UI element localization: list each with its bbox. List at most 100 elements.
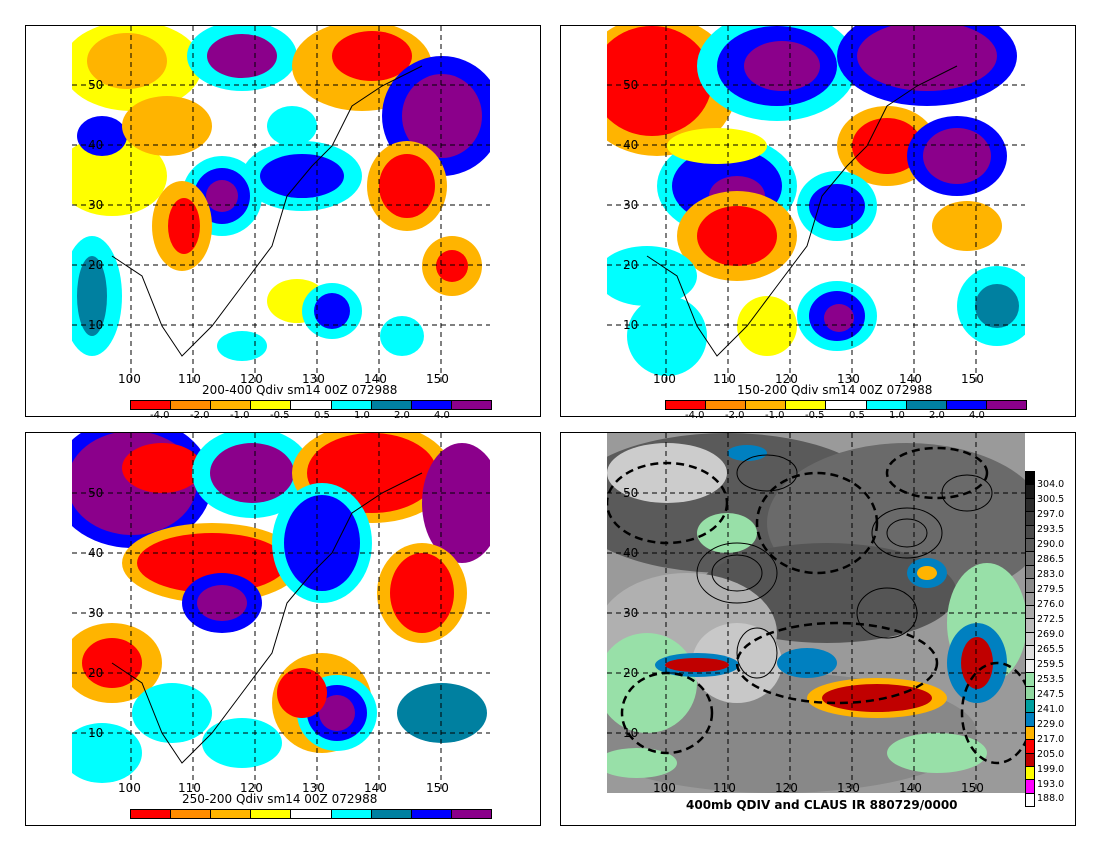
lat-label: 20	[88, 666, 104, 680]
colorbar	[665, 400, 1027, 410]
colorbar	[130, 400, 492, 410]
colorbar-tick: 0.5	[849, 410, 865, 421]
panel-top-left: 50 40 30 20 10 100 110 120 130 140 150 2…	[25, 25, 541, 421]
colorbar-tick: -0.5	[270, 410, 290, 421]
claus-colorbar-tick: 199.0	[1037, 764, 1065, 775]
claus-colorbar-tick: 279.5	[1037, 584, 1065, 595]
colorbar-tick: -2.0	[190, 410, 210, 421]
lat-label: 30	[623, 606, 639, 620]
panel-bottom-left: 50 40 30 20 10 100 110 120 130 140 150 2…	[25, 432, 541, 826]
claus-colorbar-tick: 300.5	[1037, 494, 1065, 505]
lon-label: 130	[837, 372, 860, 386]
coastline	[111, 65, 423, 357]
lat-label: 30	[623, 198, 639, 212]
graticule	[607, 433, 1025, 793]
lon-label: 100	[653, 781, 676, 795]
lat-label: 10	[623, 726, 639, 740]
lon-label: 140	[364, 781, 387, 795]
lat-label: 10	[88, 726, 104, 740]
lon-label: 150	[426, 781, 449, 795]
lon-label: 110	[178, 781, 201, 795]
claus-colorbar-tick: 241.0	[1037, 704, 1065, 715]
claus-colorbar-tick: 229.0	[1037, 719, 1065, 730]
lat-label: 40	[623, 546, 639, 560]
lon-label: 120	[775, 372, 798, 386]
colorbar-tick: 1.0	[889, 410, 905, 421]
claus-colorbar-tick: 269.0	[1037, 629, 1065, 640]
claus-colorbar-tick: 304.0	[1037, 479, 1065, 490]
lon-label: 120	[240, 372, 263, 386]
colorbar-tick: -0.5	[805, 410, 825, 421]
lat-label: 20	[88, 258, 104, 272]
lon-label: 100	[653, 372, 676, 386]
claus-colorbar-tick: 253.5	[1037, 674, 1065, 685]
lat-label: 30	[88, 198, 104, 212]
graticule	[72, 26, 490, 383]
map-top-left	[72, 26, 490, 383]
colorbar-tick: 1.0	[354, 410, 370, 421]
lon-label: 110	[713, 781, 736, 795]
lat-label: 50	[88, 78, 104, 92]
lat-label: 50	[623, 486, 639, 500]
qdiv-field-200-400	[72, 26, 490, 383]
claus-colorbar-tick: 290.0	[1037, 539, 1065, 550]
colorbar-tick: 2.0	[394, 410, 410, 421]
colorbar-tick: -1.0	[230, 410, 250, 421]
lat-label: 10	[88, 318, 104, 332]
claus-colorbar-tick: 283.0	[1037, 569, 1065, 580]
lon-label: 140	[364, 372, 387, 386]
claus-colorbar-tick: 259.5	[1037, 659, 1065, 670]
lon-label: 130	[302, 781, 325, 795]
colorbar-tick: -4.0	[150, 410, 170, 421]
map-bottom-right	[607, 433, 1025, 793]
claus-colorbar-tick: 293.5	[1037, 524, 1065, 535]
claus-colorbar-tick: 217.0	[1037, 734, 1065, 745]
colorbar-tick: 4.0	[434, 410, 450, 421]
lon-label: 100	[118, 372, 141, 386]
map-bottom-left	[72, 433, 490, 793]
lon-label: 110	[713, 372, 736, 386]
colorbar-tick: 4.0	[969, 410, 985, 421]
lat-label: 30	[88, 606, 104, 620]
panel-caption: 200-400 Qdiv sm14 00Z 072988	[202, 383, 398, 397]
lat-label: 20	[623, 666, 639, 680]
colorbar-tick: -4.0	[685, 410, 705, 421]
claus-colorbar-tick: 188.0	[1037, 793, 1065, 804]
lat-label: 40	[623, 138, 639, 152]
lat-label: 10	[623, 318, 639, 332]
qdiv-field-250-200	[72, 433, 490, 793]
lat-label: 50	[88, 486, 104, 500]
claus-colorbar-tick: 193.0	[1037, 779, 1065, 790]
lon-label: 120	[775, 781, 798, 795]
lon-label: 140	[899, 372, 922, 386]
colorbar-tick: 0.5	[314, 410, 330, 421]
panel-caption: 250-200 Qdiv sm14 00Z 072988	[182, 792, 378, 806]
lat-label: 40	[88, 138, 104, 152]
graticule	[72, 433, 490, 793]
map-top-right	[607, 26, 1025, 383]
lon-label: 150	[961, 372, 984, 386]
coastline	[646, 65, 958, 357]
claus-colorbar-tick: 272.5	[1037, 614, 1065, 625]
lon-label: 140	[899, 781, 922, 795]
colorbar-tick: 2.0	[929, 410, 945, 421]
lat-label: 40	[88, 546, 104, 560]
lat-label: 50	[623, 78, 639, 92]
claus-ir-with-qdiv-contours	[607, 433, 1025, 793]
claus-colorbar-tick: 247.5	[1037, 689, 1065, 700]
panel-caption: 400mb QDIV and CLAUS IR 880729/0000	[686, 798, 958, 812]
claus-colorbar	[1025, 471, 1035, 807]
colorbar-tick: -2.0	[725, 410, 745, 421]
graticule	[607, 26, 1025, 383]
lon-label: 100	[118, 781, 141, 795]
panel-top-right: 50 40 30 20 10 100 110 120 130 140 150 1…	[560, 25, 1076, 421]
lon-label: 150	[426, 372, 449, 386]
qdiv-field-150-200	[607, 26, 1025, 383]
panel-bottom-right: 50 40 30 20 10 100 110 120 130 140 150 4…	[560, 432, 1076, 826]
claus-colorbar-tick: 265.5	[1037, 644, 1065, 655]
claus-colorbar-tick: 205.0	[1037, 749, 1065, 760]
colorbar	[130, 809, 492, 819]
coastline	[111, 472, 423, 764]
lon-label: 130	[302, 372, 325, 386]
claus-colorbar-tick: 286.5	[1037, 554, 1065, 565]
